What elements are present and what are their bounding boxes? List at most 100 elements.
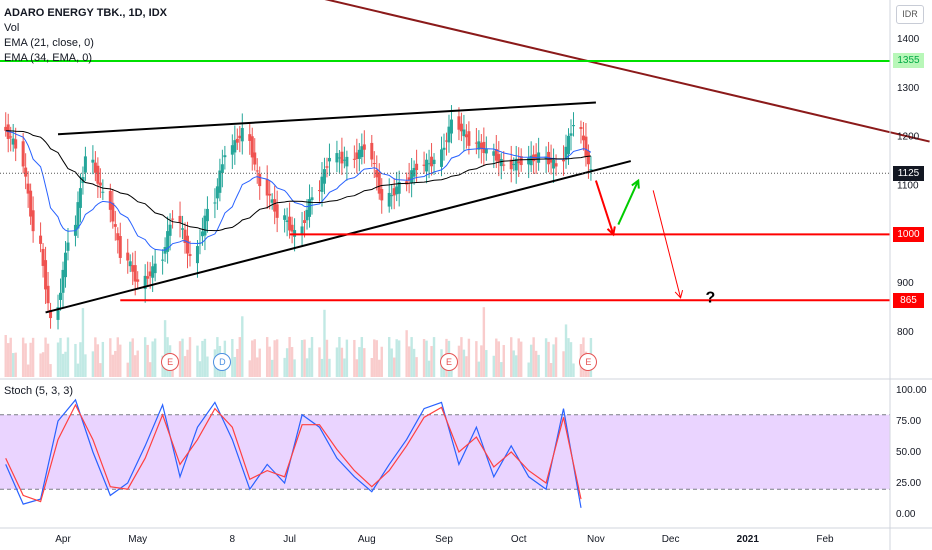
volume-bar — [64, 351, 67, 377]
time-tick-label: Feb — [816, 534, 834, 545]
candle-body — [422, 164, 426, 166]
time-tick-label: 8 — [230, 534, 236, 545]
candle-body — [215, 186, 219, 199]
legend: ADARO ENERGY TBK., 1D, IDX Vol EMA (21, … — [4, 6, 167, 66]
ema-21-line[interactable] — [5, 130, 592, 251]
candle-body — [166, 231, 170, 252]
volume-bar — [126, 362, 129, 377]
candle-body — [427, 163, 431, 165]
candle-body — [253, 152, 257, 165]
price-pane[interactable]: ? — [0, 0, 930, 377]
volume-bar — [517, 338, 520, 377]
candle-body — [564, 146, 568, 160]
candle-body — [342, 159, 346, 161]
candle-body — [270, 199, 274, 203]
volume-bar — [151, 341, 154, 377]
volume-bar — [236, 348, 239, 377]
candle-body — [9, 136, 13, 138]
volume-bar — [318, 347, 321, 377]
candle-body — [300, 226, 304, 235]
candle-body — [392, 188, 396, 196]
arrow-line[interactable] — [594, 180, 615, 235]
candle-body — [188, 254, 192, 257]
candle-body — [205, 208, 209, 222]
trendline[interactable] — [45, 160, 632, 314]
trendline[interactable] — [287, 0, 930, 143]
volume-bar — [328, 358, 331, 377]
volume-bar — [467, 338, 471, 377]
candle-body — [258, 173, 262, 187]
stoch-tick-label: 100.00 — [896, 385, 927, 396]
volume-bar — [410, 337, 413, 377]
candle-body — [514, 158, 518, 171]
volume-bar — [485, 350, 488, 377]
volume-bar — [129, 341, 132, 377]
volume-bar — [253, 339, 256, 377]
volume-bar — [549, 362, 553, 377]
volume-bar — [116, 337, 119, 377]
candle-body — [203, 215, 207, 236]
volume-bar — [310, 337, 314, 377]
time-tick-label: Dec — [662, 534, 680, 545]
volume-bar — [569, 342, 573, 377]
event-marker-e[interactable]: E — [439, 353, 458, 371]
volume-bar — [248, 360, 251, 377]
arrow-line[interactable] — [652, 190, 682, 298]
volume-bar — [397, 340, 401, 377]
trendline[interactable] — [57, 101, 596, 136]
volume-bar — [562, 351, 565, 377]
volume-bar — [300, 340, 304, 377]
candle-body — [93, 162, 97, 173]
volume-bar — [31, 337, 35, 377]
volume-bar — [153, 338, 157, 377]
price-tick-label: 1300 — [897, 83, 920, 94]
candle-body — [512, 163, 516, 166]
time-tick-label: Oct — [511, 534, 527, 545]
candle-body — [477, 141, 481, 150]
candle-body — [146, 276, 150, 279]
arrow-head — [674, 289, 684, 299]
candle-body — [148, 271, 152, 277]
candle-body — [335, 153, 339, 163]
candle-body — [584, 136, 588, 157]
candle-body — [387, 192, 391, 207]
volume-bar — [66, 337, 70, 377]
volume-bar — [131, 338, 134, 377]
legend-volume: Vol — [4, 22, 20, 34]
volume-bar — [258, 348, 261, 377]
candle-body — [464, 134, 468, 138]
candle-body — [108, 190, 112, 210]
candle-body — [24, 167, 28, 177]
volume-bar — [353, 339, 356, 377]
volume-bar — [465, 356, 468, 377]
candle-body — [355, 152, 359, 160]
stochastic-pane[interactable] — [0, 398, 890, 508]
volume-bar — [392, 357, 396, 377]
ema-34-line[interactable] — [5, 130, 591, 232]
volume-bar — [198, 361, 202, 377]
event-marker-e[interactable]: E — [161, 353, 180, 371]
volume-bar — [283, 357, 286, 377]
volume-bar — [355, 359, 359, 377]
candle-body — [26, 183, 30, 194]
volume-bar — [181, 338, 184, 377]
volume-bar — [143, 337, 147, 377]
volume-bar — [186, 349, 189, 377]
volume-bar — [273, 340, 276, 377]
stoch-d-line[interactable] — [5, 403, 582, 503]
currency-badge[interactable]: IDR — [896, 5, 924, 24]
time-tick-label: Jul — [283, 534, 296, 545]
volume-bar — [395, 339, 398, 377]
event-marker-d[interactable]: D — [213, 353, 232, 371]
volume-bar — [378, 359, 381, 377]
volume-bar — [76, 363, 80, 377]
volume-bar — [320, 358, 324, 377]
candle-body — [410, 170, 414, 184]
event-marker-e[interactable]: E — [579, 353, 598, 371]
candle-body — [579, 127, 583, 129]
volume-bar — [293, 359, 296, 377]
volume-bar — [91, 351, 95, 377]
volume-bar — [527, 362, 530, 377]
arrow-line[interactable] — [617, 180, 640, 225]
